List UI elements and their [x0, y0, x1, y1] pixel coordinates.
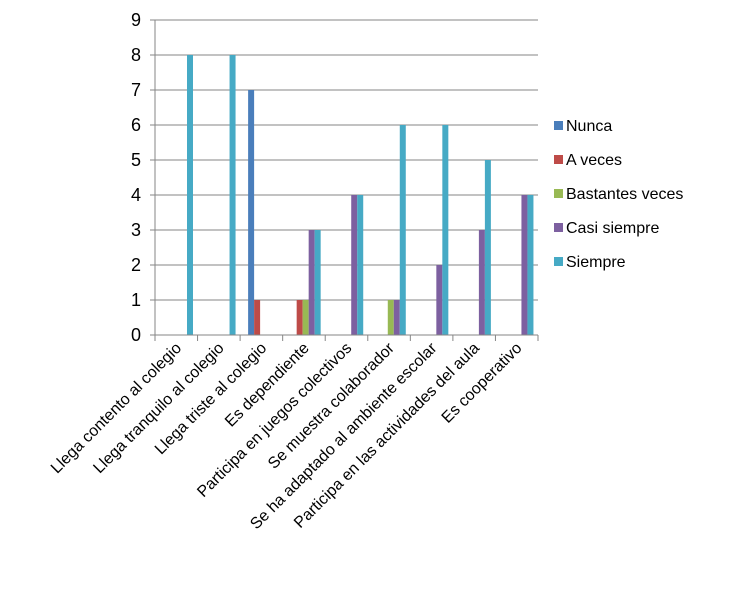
bar-siempre: [314, 230, 321, 335]
bars: [187, 55, 534, 335]
legend-swatch: [554, 189, 563, 198]
legend-swatch: [554, 223, 563, 232]
y-tick-label: 8: [131, 45, 141, 65]
legend-label: Siempre: [566, 254, 626, 271]
bar-casi-siempre: [436, 265, 443, 335]
legend-swatch: [554, 121, 563, 130]
bar-siempre: [187, 55, 193, 335]
y-tick-label: 5: [131, 150, 141, 170]
bar-casi-siempre: [351, 195, 358, 335]
legend-label: Nunca: [566, 118, 612, 135]
y-tick-label: 9: [131, 10, 141, 30]
legend-label: A veces: [566, 152, 622, 169]
bar-nunca: [248, 90, 255, 335]
gridlines: [150, 19, 538, 336]
bar-a-veces: [254, 300, 261, 335]
y-tick-label: 3: [131, 220, 141, 240]
bar-siempre: [527, 195, 534, 335]
axes: [154, 20, 539, 341]
bar-casi-siempre: [393, 300, 400, 335]
legend-label: Casi siempre: [566, 220, 659, 237]
x-category-label: Es cooperativo: [439, 340, 526, 427]
legend-swatch: [554, 155, 563, 164]
bar-siempre: [357, 195, 364, 335]
legend-swatch: [554, 257, 563, 266]
bar-casi-siempre: [478, 230, 485, 335]
bar-bastantes-veces: [302, 300, 309, 335]
bar-casi-siempre: [308, 230, 315, 335]
y-tick-label: 4: [131, 185, 141, 205]
y-tick-label: 2: [131, 255, 141, 275]
legend: Nunca A veces Bastantes veces Casi siempre S…: [554, 118, 683, 271]
bar-bastantes-veces: [387, 300, 394, 335]
bar-siempre: [442, 125, 449, 335]
bar-casi-siempre: [521, 195, 528, 335]
y-axis-tick-labels: 0 1 2 3 4 5 6 7 8 9: [131, 10, 141, 345]
y-tick-label: 7: [131, 80, 141, 100]
bar-siempre: [229, 55, 236, 335]
bar-siempre: [484, 160, 491, 335]
y-tick-label: 0: [131, 325, 141, 345]
y-tick-label: 6: [131, 115, 141, 135]
y-tick-label: 1: [131, 290, 141, 310]
bar-siempre: [399, 125, 406, 335]
x-category-label: Participa en juegos colectivos: [194, 340, 355, 501]
bar-a-veces: [296, 300, 303, 335]
legend-label: Bastantes veces: [566, 186, 683, 203]
